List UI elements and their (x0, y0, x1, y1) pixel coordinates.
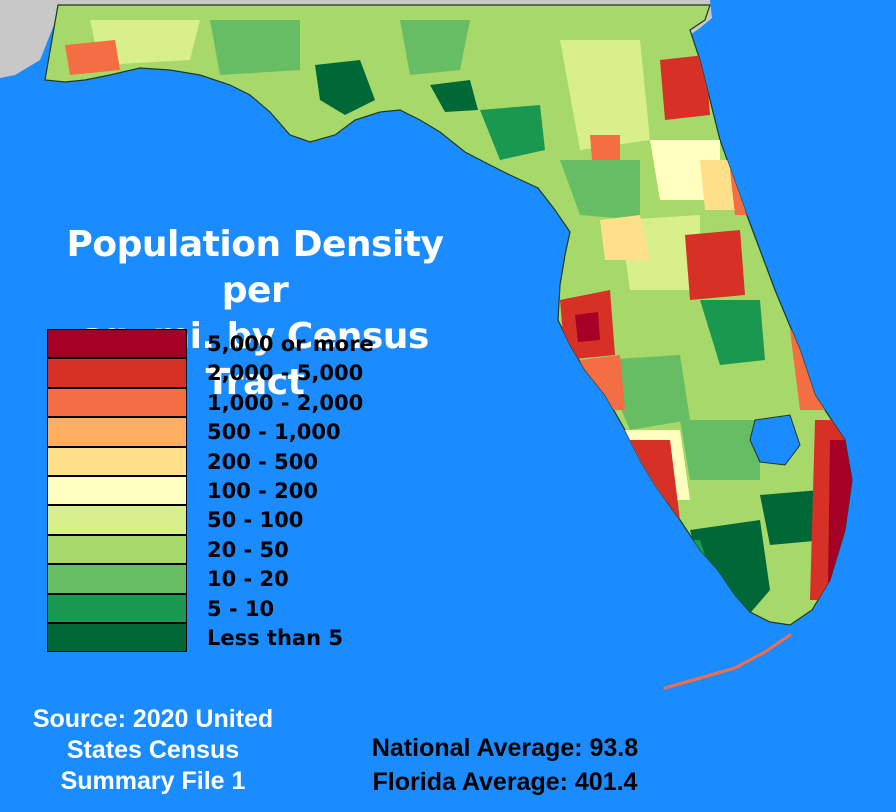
legend-label: 10 - 20 (207, 567, 289, 592)
legend-item: 5,000 or more (47, 329, 377, 359)
density-patch-low (210, 20, 300, 75)
source-line-1: Source: 2020 United (32, 705, 274, 733)
legend-swatch (47, 622, 187, 653)
density-patch-very-low (430, 80, 478, 112)
urban-area-jacksonville (660, 55, 710, 120)
density-patch-low (560, 160, 640, 220)
density-patch-low (600, 355, 690, 430)
urban-area-sarasota (580, 355, 625, 410)
legend-swatch (47, 446, 187, 476)
legend-label: 50 - 100 (207, 508, 304, 533)
legend-label: 1,000 - 2,000 (207, 390, 364, 415)
urban-area-gainesville (590, 135, 620, 160)
legend-swatch (47, 505, 187, 535)
legend-item: 500 - 1,000 (47, 417, 377, 447)
urban-area-southwest-coast (630, 440, 680, 520)
legend-item: 20 - 50 (47, 534, 377, 565)
density-patch-very-low (760, 490, 825, 545)
density-patch-moderate (560, 40, 650, 150)
legend-label: Less than 5 (207, 625, 343, 650)
legend-swatch (47, 564, 187, 594)
legend-label: 20 - 50 (207, 537, 289, 562)
legend-item: 1,000 - 2,000 (47, 387, 377, 418)
density-patch-moderate (600, 215, 650, 260)
legend-item: 100 - 200 (47, 475, 377, 506)
density-patch-very-low (775, 240, 805, 280)
averages-note: National Average: 93.8 Florida Average: … (340, 731, 670, 799)
density-patch-very-low (315, 60, 375, 115)
legend-label: 200 - 500 (207, 449, 319, 474)
legend-swatch (47, 534, 187, 565)
legend-swatch (47, 358, 187, 388)
legend-item: 10 - 20 (47, 564, 377, 594)
florida-average: Florida Average: 401.4 (372, 768, 638, 796)
legend-swatch (47, 329, 187, 359)
source-note: Source: 2020 United States Census Summar… (0, 704, 306, 797)
urban-area-orlando (685, 230, 745, 300)
density-patch-moderate (90, 20, 200, 65)
map-title-line-1: Population Density per (66, 224, 444, 311)
legend-label: 5,000 or more (207, 332, 374, 356)
legend-item: 50 - 100 (47, 505, 377, 535)
legend-label: 2,000 - 5,000 (207, 361, 364, 386)
legend: 5,000 or more 2,000 - 5,000 1,000 - 2,000 5… (47, 329, 377, 653)
density-patch-low (700, 300, 765, 365)
florida-keys (663, 633, 792, 690)
legend-item: 5 - 10 (47, 593, 377, 623)
legend-label: 100 - 200 (207, 478, 319, 503)
legend-label: 5 - 10 (207, 596, 275, 621)
legend-label: 500 - 1,000 (207, 420, 341, 445)
density-patch-low (480, 105, 545, 160)
legend-swatch (47, 593, 187, 623)
legend-item: Less than 5 (47, 622, 377, 653)
legend-swatch (47, 387, 187, 418)
legend-item: 200 - 500 (47, 446, 377, 476)
source-line-3: Summary File 1 (60, 767, 246, 795)
urban-area-southeast-coast (828, 440, 852, 590)
urban-area-pensacola (65, 40, 120, 75)
legend-item: 2,000 - 5,000 (47, 358, 377, 388)
density-patch-low (680, 420, 760, 480)
lake-okeechobee (749, 414, 801, 466)
legend-swatch (47, 475, 187, 506)
national-average: National Average: 93.8 (371, 734, 639, 762)
source-line-2: States Census (66, 736, 240, 764)
density-patch-low (400, 20, 470, 75)
density-patch-very-low (690, 520, 770, 625)
legend-swatch (47, 417, 187, 447)
urban-area-tampa (575, 312, 600, 342)
